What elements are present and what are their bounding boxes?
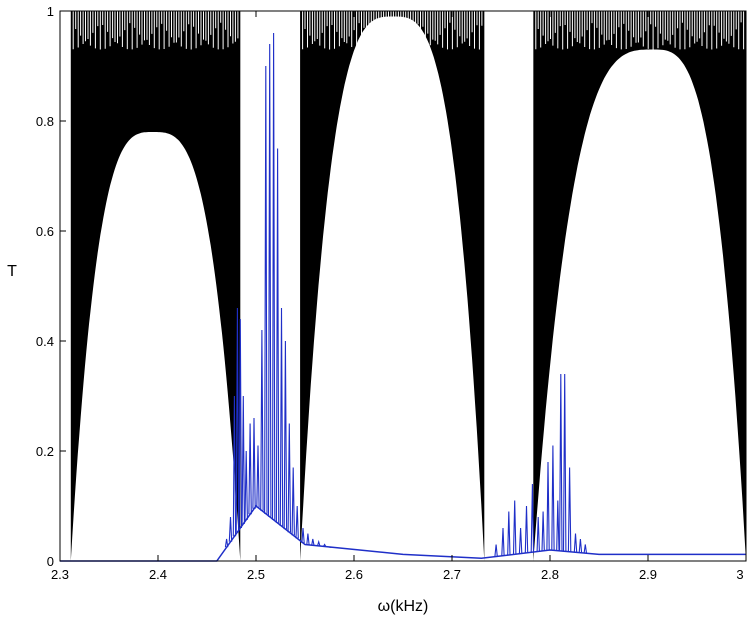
black-passband-3	[533, 11, 746, 561]
blue-peak	[260, 329, 264, 511]
blue-peak	[271, 32, 276, 520]
blue-peak	[562, 373, 567, 552]
blue-peak	[512, 500, 517, 555]
black-band-fill	[70, 11, 241, 561]
y-tick-label: 1	[47, 4, 54, 19]
black-series	[70, 11, 746, 561]
blue-peak	[224, 538, 229, 548]
blue-peak	[291, 467, 295, 536]
blue-series	[60, 32, 746, 562]
blue-peak	[241, 395, 245, 524]
blue-peak	[275, 148, 280, 523]
oscillation-streaks	[535, 11, 745, 50]
y-tick-label: 0.2	[36, 444, 54, 459]
x-tick-label: 2.9	[639, 567, 657, 582]
blue-peak	[279, 307, 284, 527]
blue-peak	[541, 511, 545, 551]
blue-peak	[232, 395, 237, 537]
oscillation-streaks	[302, 11, 483, 50]
blue-peak	[252, 417, 256, 509]
black-passband-1	[70, 11, 241, 561]
x-tick-label: 2.8	[541, 567, 559, 582]
blue-peak	[287, 423, 292, 533]
blue-peak	[573, 533, 578, 553]
blue-peak	[248, 423, 252, 515]
blue-peak	[322, 543, 327, 547]
blue-peak	[559, 373, 563, 552]
blue-peak	[283, 340, 288, 530]
black-passband-2	[300, 11, 485, 561]
blue-peak	[546, 461, 550, 551]
blue-peak	[311, 538, 315, 546]
blue-peak	[578, 538, 583, 553]
blue-peak	[235, 307, 240, 533]
blue-peak	[567, 467, 572, 552]
blue-peak	[244, 450, 248, 520]
blue-peak	[551, 445, 555, 551]
blue-peak	[228, 516, 233, 542]
blue-peak	[518, 527, 523, 554]
blue-peak	[256, 445, 260, 508]
y-tick-label: 0.6	[36, 224, 54, 239]
y-tick-label: 0.4	[36, 334, 54, 349]
blue-peak	[507, 511, 511, 556]
blue-baseline	[60, 504, 746, 562]
x-axis-label: ω(kHz)	[378, 598, 429, 615]
blue-peak	[536, 516, 540, 552]
blue-peak	[316, 539, 321, 547]
plot-frame	[59, 10, 747, 562]
blue-peak	[494, 544, 498, 557]
blue-peak	[530, 483, 535, 553]
blue-peak	[295, 505, 299, 539]
blue-peak	[301, 527, 305, 544]
y-axis-label: T	[7, 263, 17, 280]
oscillation-streaks	[72, 11, 239, 50]
axis-ticks: 2.3 2.4 2.5 2.6 2.7 2.8 2.9 3 0 0.2 0.4 0.6 0.8 1	[36, 4, 747, 582]
x-tick-label: 2.3	[51, 567, 69, 582]
y-tick-label: 0	[47, 554, 54, 569]
blue-peak	[267, 43, 272, 517]
blue-peak	[306, 533, 310, 545]
x-tick-label: 2.6	[345, 567, 363, 582]
blue-peak	[583, 544, 588, 554]
blue-peak	[524, 505, 529, 553]
x-tick-label: 2.5	[247, 567, 265, 582]
black-band-fill	[300, 11, 485, 561]
blue-peak	[264, 65, 268, 514]
x-tick-label: 3	[736, 567, 743, 582]
x-tick-label: 2.4	[149, 567, 167, 582]
blue-peak	[238, 318, 243, 529]
blue-peak	[556, 500, 560, 551]
x-tick-label: 2.7	[443, 567, 461, 582]
black-band-fill	[533, 11, 746, 561]
blue-peak	[501, 527, 505, 556]
y-tick-label: 0.8	[36, 114, 54, 129]
